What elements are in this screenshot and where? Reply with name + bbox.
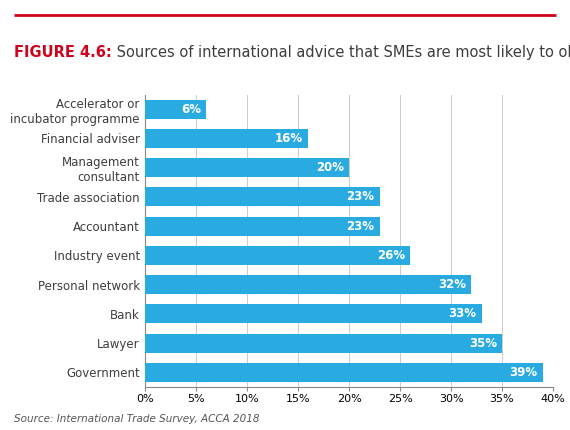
Text: 16%: 16% <box>275 132 303 145</box>
Text: 23%: 23% <box>347 190 374 203</box>
Text: 39%: 39% <box>510 366 538 379</box>
Bar <box>145 158 349 177</box>
Text: 23%: 23% <box>347 220 374 233</box>
Bar <box>145 100 206 119</box>
Text: Sources of international advice that SMEs are most likely to obtain: Sources of international advice that SME… <box>112 45 570 60</box>
Text: Source: International Trade Survey, ACCA 2018: Source: International Trade Survey, ACCA… <box>14 414 260 424</box>
Text: 20%: 20% <box>316 161 344 174</box>
Bar <box>145 187 380 206</box>
Bar <box>145 334 502 353</box>
Text: 33%: 33% <box>449 307 477 320</box>
Text: 35%: 35% <box>469 337 497 350</box>
Bar <box>145 304 482 323</box>
Bar <box>145 363 543 382</box>
Text: 26%: 26% <box>377 249 405 262</box>
Bar <box>145 217 380 236</box>
Text: FIGURE 4.6:: FIGURE 4.6: <box>14 45 112 60</box>
Bar <box>145 129 308 148</box>
Text: 32%: 32% <box>438 278 466 291</box>
Text: 6%: 6% <box>181 103 201 116</box>
Bar <box>145 246 410 265</box>
Bar <box>145 275 471 294</box>
